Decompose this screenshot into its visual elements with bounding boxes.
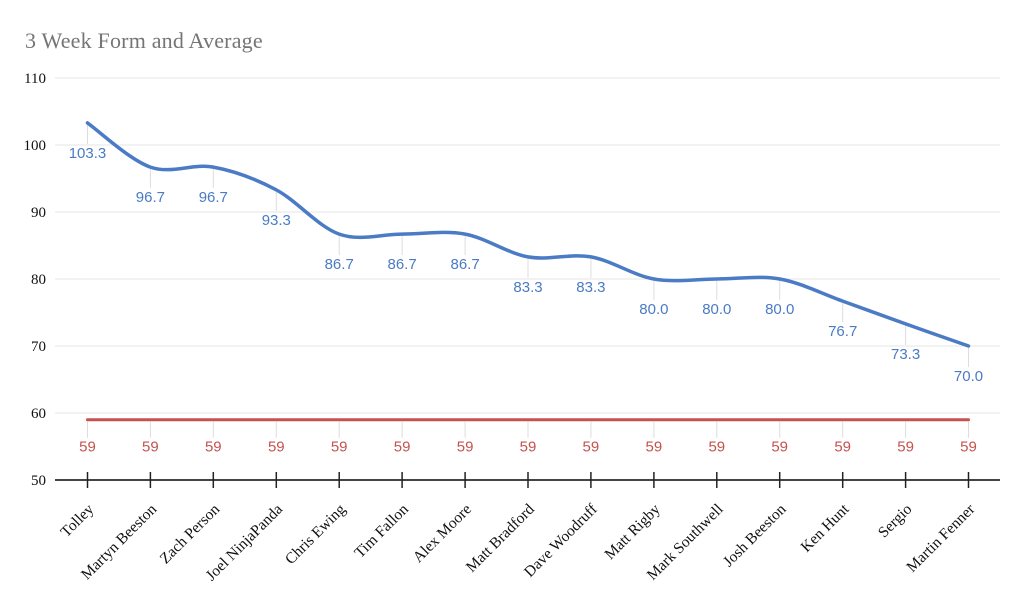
chart-title: 3 Week Form and Average	[25, 28, 263, 53]
data-point-label: 93.3	[262, 212, 291, 229]
y-axis-label: 90	[31, 205, 46, 221]
data-point-label: 59	[205, 439, 222, 456]
data-point-label: 96.7	[199, 189, 228, 206]
x-axis-category-label: Tim Fallon	[351, 501, 412, 562]
data-point-label: 103.3	[69, 145, 107, 162]
data-point-label: 83.3	[576, 279, 605, 296]
x-axis-category-label: Alex Moore	[410, 501, 475, 566]
data-point-label: 59	[394, 439, 411, 456]
y-axis-label: 60	[31, 406, 46, 422]
data-point-label: 73.3	[891, 346, 920, 363]
x-axis-category-label: Tolley	[57, 501, 97, 541]
data-point-label: 59	[268, 439, 285, 456]
data-point-label: 96.7	[136, 189, 165, 206]
x-axis-category-label: Josh Beeston	[720, 501, 790, 571]
data-point-label: 86.7	[450, 256, 479, 273]
x-axis-category-label: Matt Rigby	[601, 501, 663, 563]
x-axis-category-label: Ken Hunt	[798, 500, 853, 555]
x-axis-category-label: Chris Ewing	[282, 501, 349, 568]
data-point-label: 59	[771, 439, 788, 456]
x-axis-category-label: Zach Person	[157, 501, 224, 568]
series-line-form	[85, 121, 971, 348]
data-point-label: 80.0	[702, 301, 731, 318]
data-point-label: 59	[834, 439, 851, 456]
y-axis-label: 50	[31, 473, 46, 489]
y-axis-label: 70	[31, 339, 46, 355]
x-axis-category-label: Sergio	[875, 501, 916, 542]
data-point-label: 80.0	[639, 301, 668, 318]
y-axis-label: 110	[24, 71, 46, 87]
x-axis-category-label: Martin Fenner	[903, 500, 979, 576]
data-point-label: 59	[583, 439, 600, 456]
data-point-label: 59	[708, 439, 725, 456]
data-point-label: 59	[897, 439, 914, 456]
data-point-label: 59	[331, 439, 348, 456]
data-point-label: 86.7	[387, 256, 416, 273]
y-axis-label: 80	[31, 272, 46, 288]
y-axis-label: 100	[24, 138, 47, 154]
data-point-label: 59	[960, 439, 977, 456]
data-point-label: 80.0	[765, 301, 794, 318]
data-point-label: 59	[79, 439, 96, 456]
data-point-label: 59	[520, 439, 537, 456]
data-point-label: 86.7	[325, 256, 354, 273]
data-point-label: 83.3	[513, 279, 542, 296]
data-point-label: 59	[646, 439, 663, 456]
data-point-label: 59	[142, 439, 159, 456]
data-point-label: 59	[457, 439, 474, 456]
data-point-label: 76.7	[828, 323, 857, 340]
data-point-label: 70.0	[954, 368, 983, 385]
